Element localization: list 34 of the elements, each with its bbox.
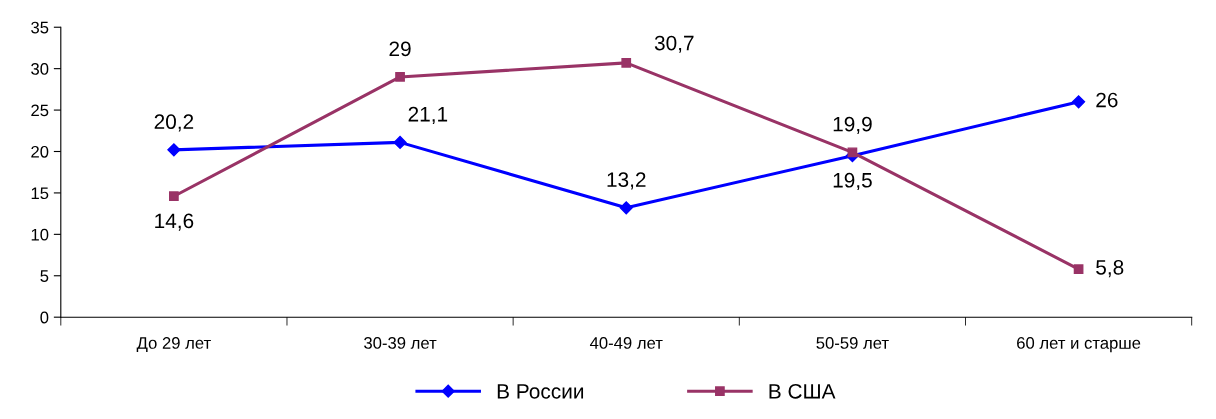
y-tick-label: 25	[31, 104, 49, 117]
y-tick-label: 10	[31, 228, 49, 241]
legend-label: В США	[769, 383, 836, 399]
x-tick-label: 30-39 лет	[364, 337, 437, 349]
data-label: 30,7	[654, 35, 694, 53]
y-tick-label: 15	[31, 187, 49, 200]
y-tick-label: 20	[31, 145, 49, 158]
point	[395, 72, 405, 82]
data-label: 19,9	[833, 116, 872, 134]
data-label: 13,2	[607, 172, 646, 190]
y-tick-label: 0	[40, 311, 49, 324]
x-tick-label: 60 лет и старше	[1017, 337, 1141, 353]
data-label: 29	[389, 41, 411, 57]
point	[1073, 264, 1084, 274]
x-tick-label: 50-59 лет	[816, 337, 889, 349]
data-label: 19,5	[833, 172, 872, 191]
x-tick-label: 40-49 лет	[589, 337, 663, 349]
x-tick-label: До 29 лет	[136, 337, 211, 353]
point	[169, 191, 179, 202]
y-tick-label: 35	[31, 21, 49, 34]
data-label: 20,2	[154, 114, 194, 132]
point	[393, 135, 407, 149]
data-label: 21,1	[408, 106, 448, 125]
legend-label: В России	[497, 384, 584, 399]
point	[1072, 95, 1086, 109]
point	[167, 143, 181, 157]
point	[847, 147, 858, 158]
point	[621, 57, 632, 68]
data-label: 5,8	[1096, 259, 1124, 278]
y-tick-label: 30	[31, 63, 49, 75]
data-label: 14,6	[155, 213, 194, 231]
data-label: 26	[1096, 92, 1118, 108]
point	[619, 201, 633, 215]
y-tick-label: 5	[40, 270, 49, 282]
